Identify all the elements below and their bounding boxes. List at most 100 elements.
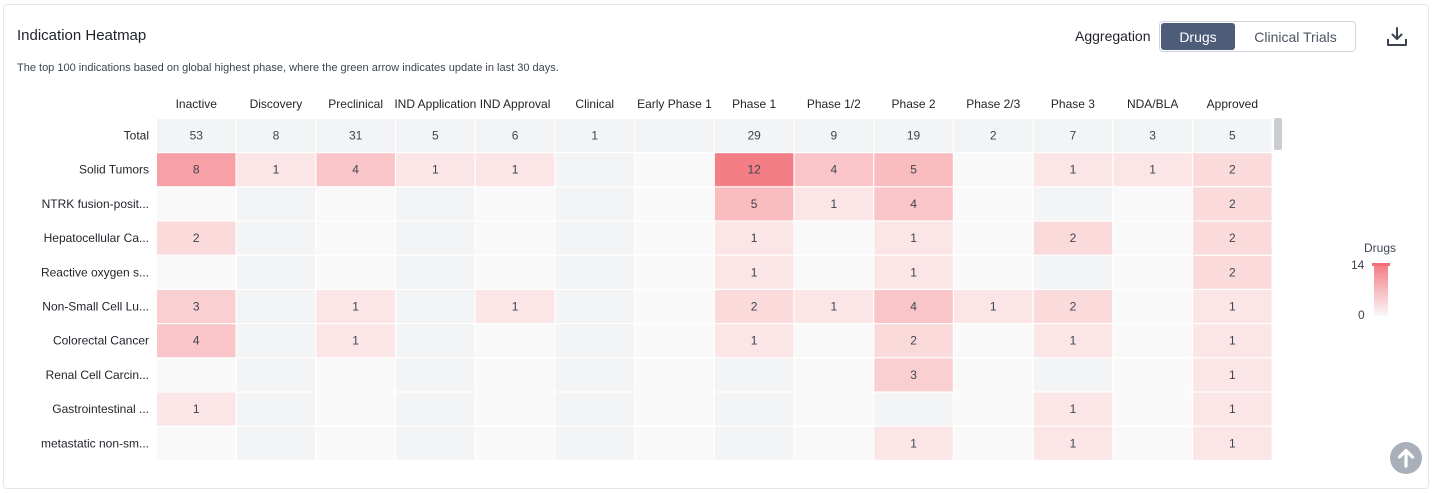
heatmap-cell — [954, 256, 1033, 289]
cell-value: 2 — [1070, 231, 1077, 245]
total-cell — [635, 119, 714, 152]
cell-value: 1 — [910, 436, 917, 450]
cell-value: 1 — [352, 300, 359, 314]
cell-value: 5 — [751, 197, 758, 211]
heatmap-cell — [157, 427, 236, 460]
heatmap-cell — [1113, 427, 1192, 460]
heatmap-cell — [795, 222, 874, 255]
heatmap-cell — [396, 427, 475, 460]
cell-value: 2 — [1229, 197, 1236, 211]
heatmap-cell — [157, 187, 236, 220]
total-value: 7 — [1070, 129, 1077, 143]
cell-value: 4 — [910, 300, 917, 314]
heatmap-cell — [635, 222, 714, 255]
column-header: Discovery — [250, 97, 303, 111]
cell-value: 1 — [990, 300, 997, 314]
heatmap-cell — [715, 393, 794, 426]
scrollbar[interactable] — [1274, 118, 1282, 150]
heatmap-cell — [954, 324, 1033, 357]
cell-value: 3 — [910, 368, 917, 382]
cell-value: 1 — [1070, 334, 1077, 348]
total-value: 3 — [1149, 129, 1156, 143]
heatmap-cell — [874, 393, 953, 426]
heatmap-cell — [635, 153, 714, 186]
legend-title: Drugs — [1364, 241, 1396, 255]
total-value: 29 — [747, 129, 761, 143]
cell-value: 2 — [193, 231, 200, 245]
heatmap-cell — [237, 324, 316, 357]
cell-value: 1 — [1229, 300, 1236, 314]
row-label: Colorectal Cancer — [53, 334, 149, 348]
heatmap-cell — [157, 256, 236, 289]
cell-value: 1 — [1149, 163, 1156, 177]
cell-value: 1 — [751, 265, 758, 279]
legend-handle[interactable] — [1372, 263, 1390, 266]
heatmap-cell — [954, 427, 1033, 460]
column-header: Phase 1 — [732, 97, 776, 111]
heatmap-cell — [476, 324, 555, 357]
heatmap-cell — [157, 358, 236, 391]
heatmap-cell — [954, 153, 1033, 186]
heatmap-cell — [556, 222, 635, 255]
heatmap-cell — [635, 187, 714, 220]
column-header: Approved — [1207, 97, 1258, 111]
heatmap-cell — [316, 393, 395, 426]
heatmap-cell — [715, 427, 794, 460]
heatmap-cell — [316, 222, 395, 255]
cell-value: 4 — [910, 197, 917, 211]
total-value: 8 — [273, 129, 280, 143]
cell-value: 2 — [1229, 265, 1236, 279]
heatmap-cell — [1113, 393, 1192, 426]
heatmap-cell — [635, 427, 714, 460]
heatmap-cell — [316, 427, 395, 460]
heatmap-cell — [396, 290, 475, 323]
cell-value: 4 — [193, 334, 200, 348]
heatmap-cell — [396, 393, 475, 426]
heatmap-cell — [316, 256, 395, 289]
column-header: NDA/BLA — [1127, 97, 1178, 111]
cell-value: 1 — [273, 163, 280, 177]
cell-value: 8 — [193, 163, 200, 177]
cell-value: 1 — [352, 334, 359, 348]
heatmap-cell — [237, 393, 316, 426]
cell-value: 1 — [910, 231, 917, 245]
total-value: 53 — [190, 129, 204, 143]
heatmap-cell — [476, 256, 555, 289]
column-header: Clinical — [575, 97, 614, 111]
cell-value: 12 — [747, 163, 761, 177]
heatmap-cell — [556, 324, 635, 357]
heatmap-cell — [954, 393, 1033, 426]
total-value: 1 — [591, 129, 598, 143]
heatmap-cell — [237, 256, 316, 289]
row-label: Renal Cell Carcin... — [46, 368, 149, 382]
cell-value: 2 — [910, 334, 917, 348]
heatmap-cell — [556, 393, 635, 426]
cell-value: 2 — [1229, 231, 1236, 245]
cell-value: 1 — [512, 300, 519, 314]
cell-value: 1 — [1070, 163, 1077, 177]
heatmap-cell — [396, 222, 475, 255]
heatmap-cell — [556, 427, 635, 460]
total-value: 9 — [831, 129, 838, 143]
cell-value: 3 — [193, 300, 200, 314]
cell-value: 4 — [831, 163, 838, 177]
heatmap-cell — [556, 290, 635, 323]
total-value: 19 — [907, 129, 921, 143]
heatmap-cell — [396, 358, 475, 391]
heatmap-cell — [396, 256, 475, 289]
heatmap-cell — [1113, 358, 1192, 391]
heatmap-cell — [635, 256, 714, 289]
cell-value: 1 — [1229, 334, 1236, 348]
heatmap-cell — [237, 187, 316, 220]
heatmap-cell — [635, 358, 714, 391]
heatmap-cell — [954, 187, 1033, 220]
cell-value: 1 — [1229, 402, 1236, 416]
legend-gradient — [1374, 264, 1388, 316]
total-value: 5 — [1229, 129, 1236, 143]
cell-value: 2 — [751, 300, 758, 314]
column-header: Preclinical — [328, 97, 383, 111]
arrow-up-icon[interactable] — [1390, 442, 1422, 474]
cell-value: 1 — [831, 197, 838, 211]
row-label: NTRK fusion-posit... — [42, 197, 149, 211]
column-header: Inactive — [176, 97, 218, 111]
